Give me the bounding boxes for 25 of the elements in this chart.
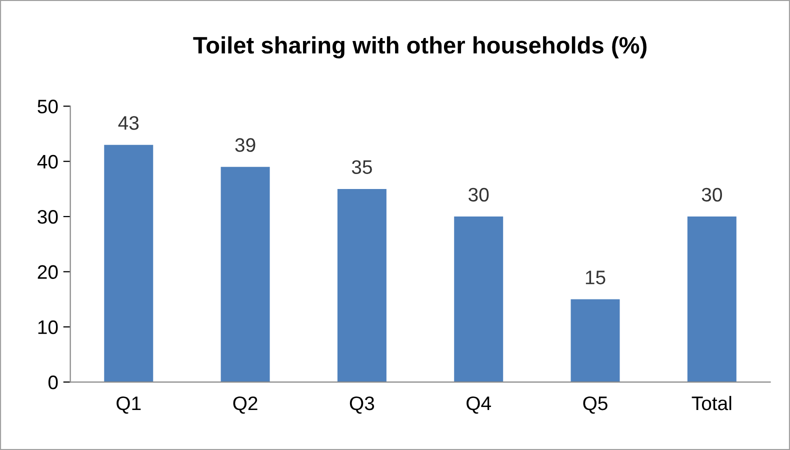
- y-tick-label: 50: [38, 100, 58, 114]
- x-tick-label: Q1: [116, 396, 141, 414]
- data-label: 39: [235, 138, 256, 152]
- bar: [454, 216, 504, 382]
- y-tick-label: 40: [37, 154, 58, 169]
- bar: [220, 166, 270, 382]
- bar: [337, 188, 386, 382]
- x-tick-label: Q4: [466, 396, 492, 414]
- y-tick-label: 20: [38, 265, 58, 279]
- x-tick-label: Q2: [233, 396, 258, 414]
- bar: [687, 216, 736, 382]
- bar: [570, 299, 620, 382]
- chart-title: Toilet sharing with other households (%): [193, 36, 646, 58]
- data-label: 35: [352, 160, 372, 174]
- x-tick-label: Total: [692, 396, 732, 410]
- x-tick-label: Q5: [583, 396, 608, 414]
- data-label: 43: [118, 116, 139, 130]
- bar: [104, 144, 154, 382]
- y-tick-label: 30: [38, 210, 58, 224]
- data-label: 15: [586, 270, 606, 284]
- y-tick-label: 0: [48, 376, 58, 390]
- y-tick-label: 10: [38, 320, 58, 334]
- data-label: 30: [468, 188, 489, 202]
- data-label: 30: [702, 188, 722, 202]
- x-tick-label: Q3: [350, 396, 374, 414]
